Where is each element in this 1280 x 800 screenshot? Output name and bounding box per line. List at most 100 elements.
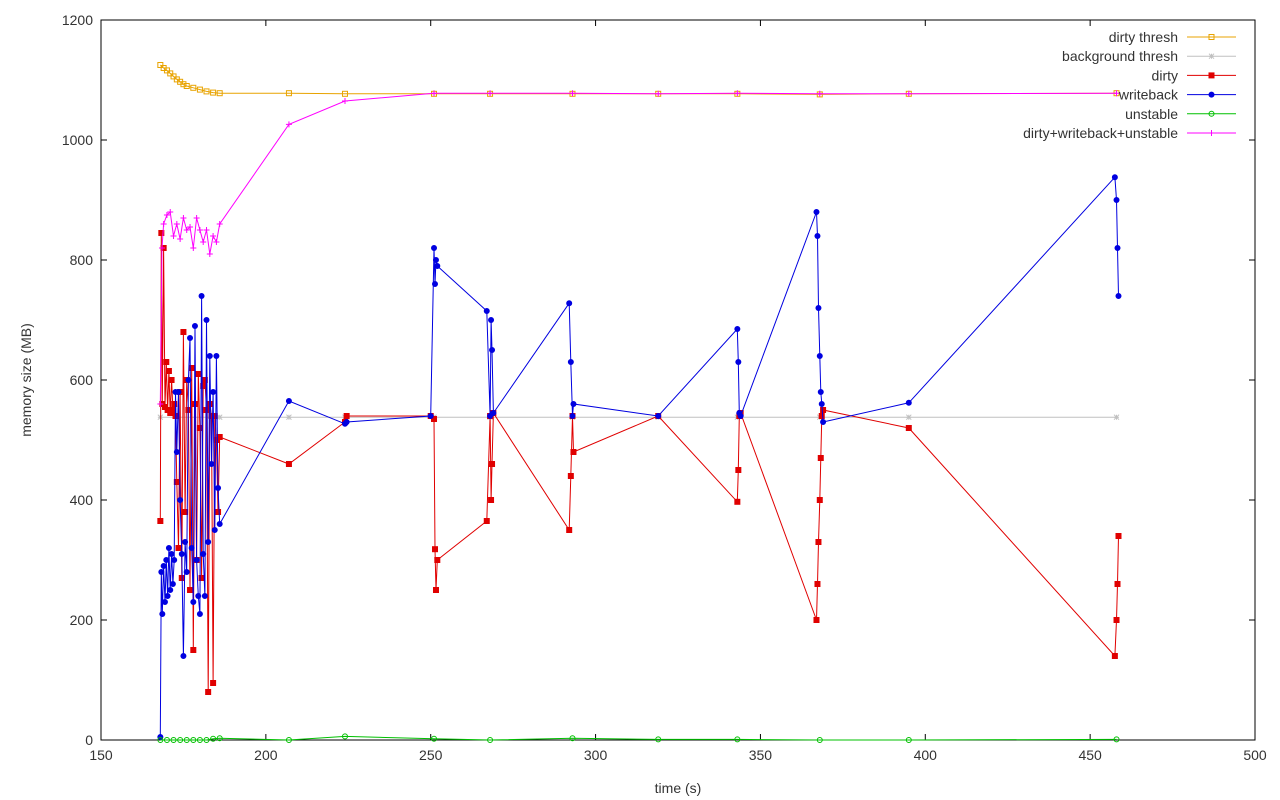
- data-point-writeback: [1111, 174, 1118, 181]
- data-point-dirty-writeback-unstable: [183, 227, 190, 233]
- data-point-dirty-writeback-unstable: [193, 215, 200, 221]
- legend-swatch-marker: [1208, 34, 1215, 40]
- data-point-writeback: [567, 359, 574, 365]
- y-axis-ticks: 0 200 400 600 800 1000 1200: [62, 12, 1255, 748]
- series-line-writeback: [159, 176, 1119, 738]
- y-tick-label: 1000: [62, 132, 93, 148]
- data-point-writeback: [171, 557, 178, 563]
- series-background-thresh: [157, 414, 1120, 421]
- data-point-dirty-writeback-unstable: [167, 209, 174, 215]
- data-point-writeback: [210, 389, 217, 395]
- data-point-writeback: [188, 545, 195, 551]
- data-point-unstable: [285, 737, 292, 743]
- data-point-writeback: [815, 305, 822, 311]
- legend-swatch-marker: [1208, 72, 1215, 79]
- data-point-writeback: [198, 293, 205, 299]
- data-point-unstable: [569, 735, 576, 742]
- data-point-background-thresh: [905, 414, 912, 421]
- data-point-dirty-writeback-unstable: [173, 221, 180, 227]
- data-point-writeback: [187, 335, 194, 341]
- data-point-dirty-writeback-unstable: [734, 90, 741, 97]
- data-point-unstable: [816, 737, 823, 743]
- data-point-dirty-writeback-unstable: [177, 236, 184, 242]
- data-point-writeback: [200, 551, 207, 557]
- data-point-dirty-thresh: [216, 90, 223, 97]
- legend: dirty thresh background thresh dirty writeb…: [1023, 29, 1236, 141]
- data-point-background-thresh: [286, 414, 292, 421]
- series-writeback: [157, 174, 1122, 740]
- data-point-writeback: [569, 413, 576, 419]
- y-tick-label: 800: [70, 252, 94, 268]
- data-point-writeback: [165, 545, 172, 551]
- data-point-dirty: [489, 461, 496, 467]
- data-point-dirty: [168, 377, 175, 383]
- data-point-writeback: [190, 599, 197, 605]
- x-axis-label: time (s): [655, 780, 702, 796]
- legend-label: writeback: [1118, 87, 1179, 103]
- data-point-dirty: [216, 434, 223, 440]
- data-point-dirty: [566, 527, 573, 533]
- data-point-dirty: [203, 407, 210, 413]
- data-point-writeback: [160, 563, 167, 569]
- data-point-dirty-thresh: [203, 88, 210, 95]
- data-point-dirty-writeback-unstable: [213, 239, 220, 245]
- legend-item-writeback: writeback: [1118, 87, 1236, 103]
- data-point-background-thresh: [1113, 414, 1120, 421]
- data-point-dirty: [196, 425, 203, 431]
- data-point-dirty: [195, 371, 202, 377]
- data-point-writeback: [183, 569, 190, 575]
- legend-label: background thresh: [1062, 48, 1178, 64]
- data-point-writeback: [182, 539, 189, 545]
- data-point-writeback: [734, 326, 741, 332]
- data-point-writeback: [175, 389, 182, 395]
- data-point-dirty: [163, 359, 170, 365]
- data-point-dirty-writeback-unstable: [163, 212, 170, 218]
- data-point-writeback: [169, 581, 176, 587]
- x-tick-label: 350: [749, 747, 773, 763]
- data-point-writeback: [818, 401, 825, 407]
- data-point-dirty-writeback-unstable: [180, 215, 187, 221]
- data-point-dirty: [210, 680, 217, 686]
- data-point-dirty-writeback-unstable: [158, 245, 165, 251]
- data-point-writeback: [737, 413, 744, 419]
- data-point-dirty: [483, 518, 490, 524]
- data-point-writeback: [343, 419, 350, 425]
- legend-swatch-marker: [1208, 130, 1215, 136]
- data-point-unstable: [1113, 736, 1120, 743]
- data-point-dirty-writeback-unstable: [487, 90, 494, 97]
- data-point-writeback: [431, 245, 438, 251]
- data-point-unstable: [177, 737, 184, 743]
- data-point-writeback: [206, 353, 213, 359]
- data-point-writeback: [158, 569, 165, 575]
- legend-swatch-marker: [1208, 53, 1215, 60]
- data-point-writeback: [211, 527, 218, 533]
- data-point-dirty-writeback-unstable: [206, 251, 213, 257]
- data-point-dirty-thresh: [180, 81, 187, 88]
- data-point-dirty: [205, 689, 212, 695]
- data-point-writeback: [817, 389, 824, 395]
- data-point-dirty-writeback-unstable: [190, 245, 197, 251]
- data-point-dirty-writeback-unstable: [160, 221, 167, 227]
- data-point-dirty: [820, 407, 827, 413]
- data-point-dirty: [735, 467, 742, 473]
- x-tick-label: 400: [914, 747, 938, 763]
- data-point-writeback: [180, 653, 187, 659]
- data-point-writeback: [432, 257, 439, 263]
- data-point-dirty-writeback-unstable: [569, 90, 576, 97]
- data-point-writeback: [193, 557, 200, 563]
- series-line-dirty: [159, 232, 1119, 693]
- data-point-writeback: [570, 401, 577, 407]
- series-line-dirty-thresh: [159, 64, 1117, 95]
- data-point-dirty-writeback-unstable: [157, 401, 164, 407]
- data-point-dirty-writeback-unstable: [816, 90, 823, 97]
- data-point-writeback: [191, 323, 198, 329]
- x-tick-label: 250: [419, 747, 443, 763]
- data-point-unstable: [734, 736, 741, 743]
- data-point-writeback: [905, 399, 912, 406]
- data-point-writeback: [816, 353, 823, 359]
- data-point-writeback: [203, 317, 210, 323]
- data-point-writeback: [216, 521, 223, 527]
- data-point-unstable: [210, 735, 217, 742]
- data-point-dirty: [158, 230, 165, 236]
- data-point-writeback: [177, 497, 184, 503]
